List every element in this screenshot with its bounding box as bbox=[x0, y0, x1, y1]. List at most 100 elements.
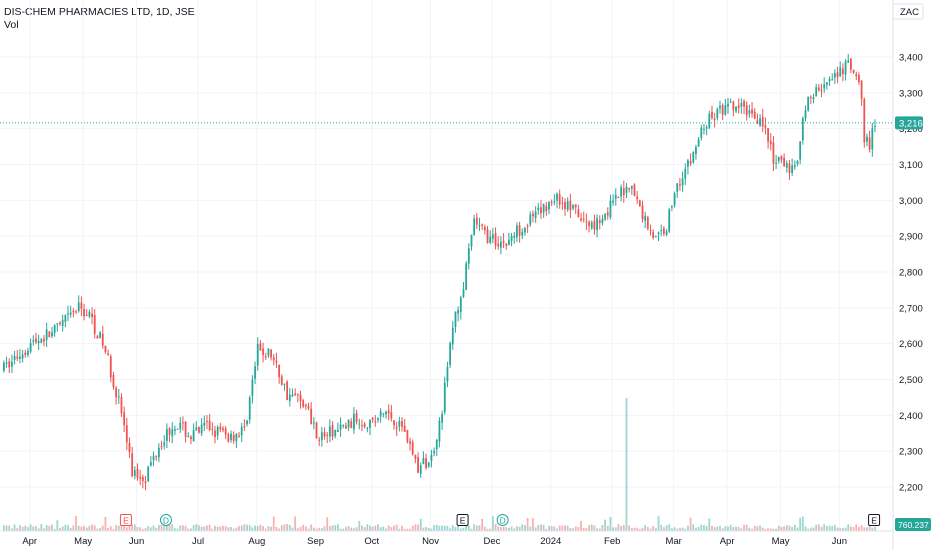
volume-bar bbox=[369, 525, 371, 531]
candle-body bbox=[502, 240, 505, 243]
earnings-marker[interactable] bbox=[119, 514, 132, 526]
candle-body bbox=[123, 412, 126, 426]
candle-body bbox=[157, 447, 160, 458]
volume-bar bbox=[385, 528, 387, 531]
candle-body bbox=[190, 436, 192, 440]
currency-box[interactable] bbox=[892, 3, 924, 20]
candle-body bbox=[769, 140, 772, 145]
volume-bar bbox=[232, 528, 235, 531]
candle-body bbox=[593, 220, 596, 230]
candle-body bbox=[518, 225, 521, 236]
candle-body bbox=[825, 82, 828, 85]
volume-bar bbox=[649, 528, 652, 531]
candle-body bbox=[387, 410, 390, 414]
time-tick-label: Apr bbox=[720, 536, 735, 547]
candle-body bbox=[136, 468, 139, 478]
volume-bar bbox=[711, 525, 713, 531]
volume-bar bbox=[831, 526, 834, 531]
time-tick-label: May bbox=[74, 536, 92, 547]
volume-bar bbox=[120, 526, 123, 531]
candle-body bbox=[796, 160, 799, 164]
volume-bar bbox=[735, 526, 737, 531]
candle-body bbox=[807, 96, 810, 111]
candle-body bbox=[350, 421, 353, 428]
volume-bar bbox=[825, 526, 828, 531]
volume-bar bbox=[548, 525, 550, 531]
volume-bar bbox=[224, 526, 227, 531]
volume-bar bbox=[542, 524, 545, 531]
candle-body bbox=[101, 333, 104, 346]
candle-body bbox=[310, 408, 313, 425]
candle-body bbox=[475, 217, 478, 225]
volume-bar bbox=[152, 525, 155, 531]
candle-body bbox=[43, 338, 45, 342]
candle-body bbox=[283, 383, 286, 385]
volume-bar bbox=[190, 528, 192, 531]
candle-body bbox=[230, 433, 232, 441]
candle-body bbox=[850, 58, 852, 70]
candle-body bbox=[56, 323, 59, 325]
earnings-marker[interactable] bbox=[868, 514, 881, 526]
candle-body bbox=[737, 105, 740, 109]
dividend-marker[interactable] bbox=[496, 514, 509, 526]
volume-bar bbox=[115, 525, 118, 531]
candle-body bbox=[294, 393, 297, 395]
volume-bar bbox=[5, 525, 8, 531]
volume-bar bbox=[748, 527, 751, 531]
candle-body bbox=[614, 195, 617, 199]
candle-body bbox=[483, 227, 486, 231]
candle-body bbox=[633, 184, 636, 197]
dividend-marker[interactable] bbox=[159, 514, 172, 526]
volume-bar bbox=[729, 524, 732, 531]
time-tick-label: Apr bbox=[22, 536, 37, 547]
candle-body bbox=[395, 427, 398, 429]
volume-bar bbox=[692, 524, 695, 531]
volume-bar bbox=[820, 526, 823, 531]
price-tick-label: 3,400 bbox=[899, 53, 923, 64]
candle-body bbox=[858, 74, 860, 83]
volume-bar bbox=[347, 526, 350, 531]
volume-bar bbox=[387, 525, 390, 531]
candle-body bbox=[652, 231, 655, 238]
volume-bar bbox=[328, 526, 331, 531]
candle-body bbox=[494, 233, 497, 246]
candle-body bbox=[620, 187, 623, 197]
candle-body bbox=[152, 456, 155, 461]
candle-body bbox=[866, 136, 868, 142]
candle-body bbox=[48, 331, 51, 338]
candle-body bbox=[272, 357, 275, 361]
candle-body bbox=[775, 162, 778, 164]
candle-body bbox=[516, 225, 518, 238]
earnings-marker[interactable] bbox=[456, 514, 469, 526]
candle-body bbox=[529, 214, 532, 225]
volume-bar bbox=[427, 527, 430, 531]
candle-body bbox=[641, 205, 644, 220]
volume-bar bbox=[435, 524, 438, 531]
candle-body bbox=[125, 425, 128, 443]
candle-body bbox=[171, 429, 174, 437]
volume-bar bbox=[462, 527, 465, 531]
volume-bar bbox=[88, 525, 91, 531]
volume-bar bbox=[382, 526, 385, 531]
volume-bar bbox=[545, 528, 548, 531]
volume-bar bbox=[807, 528, 810, 531]
volume-bar bbox=[8, 525, 11, 531]
candle-body bbox=[590, 222, 593, 229]
volume-bar bbox=[19, 525, 21, 531]
volume-bar bbox=[817, 524, 820, 531]
volume-bar bbox=[569, 527, 572, 531]
candle-body bbox=[443, 382, 446, 413]
volume-bar bbox=[414, 524, 417, 531]
candle-body bbox=[240, 426, 243, 436]
candle-body bbox=[393, 420, 395, 426]
volume-bar bbox=[206, 525, 208, 531]
time-tick-label: Oct bbox=[364, 536, 379, 547]
volume-bar bbox=[299, 526, 302, 531]
candle-body bbox=[176, 428, 179, 430]
candle-body bbox=[53, 325, 56, 333]
volume-bar bbox=[214, 525, 216, 531]
time-tick-label: Jun bbox=[832, 536, 847, 547]
candle-body bbox=[5, 362, 8, 364]
volume-bar bbox=[433, 525, 435, 531]
